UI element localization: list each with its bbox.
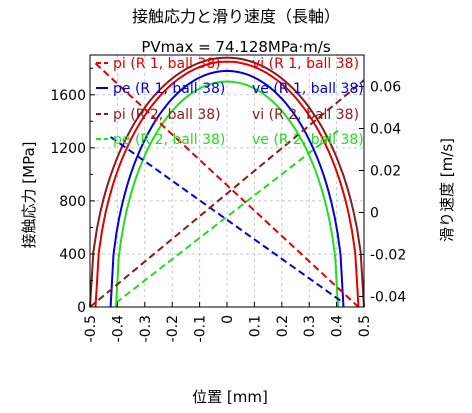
- chart-subtitle: PVmax = 74.128MPa·m/s: [141, 38, 331, 56]
- ticks: -0.5 -0.4 -0.3 -0.2 -0.1 0 0.1 0.2 0.3 0.4 0.5 0 400…: [50, 67, 406, 342]
- legend-label-2: pe (R 1, ball 38): [113, 81, 225, 97]
- x-tick-label-8: 0.3: [302, 315, 318, 337]
- x-tick-label-1: -0.4: [110, 315, 126, 342]
- y-right-tick-label-2: 0: [370, 206, 379, 222]
- x-tick-label-4: -0.1: [193, 315, 209, 342]
- y-left-tick-label-2: 800: [59, 194, 86, 210]
- series-line-3: [115, 80, 339, 308]
- legend-label-4: pi (R 2, ball 38): [113, 107, 221, 123]
- x-tick-label-2: -0.3: [138, 315, 154, 342]
- y-left-tick-label-4: 1600: [50, 88, 86, 104]
- y-right-tick-label-4: 0.04: [370, 122, 401, 138]
- series-line-7: [115, 129, 339, 304]
- y-right-tick-label-3: 0.02: [370, 164, 401, 180]
- series-line-2: [89, 56, 365, 308]
- y-left-tick-label-0: 0: [77, 300, 86, 316]
- legend: pi (R 1, ball 38) vi (R 1, ball 38) pe (R …: [96, 56, 364, 148]
- x-tick-label-5: 0: [220, 315, 236, 324]
- y-right-tick-label-0: -0.04: [370, 290, 406, 306]
- x-tick-label-10: 0.5: [357, 315, 373, 337]
- series-line-1: [109, 69, 345, 308]
- y-right-axis-label: 滑り速度 [m/s]: [438, 138, 456, 242]
- x-axis-label: 位置 [mm]: [192, 388, 268, 406]
- y-right-tick-label-1: -0.02: [370, 248, 406, 264]
- legend-label-7: ve (R 2, ball 38): [252, 132, 364, 148]
- series-layer: [89, 56, 365, 308]
- legend-label-6: pe (R 2, ball 38): [113, 132, 225, 148]
- y-left-tick-label-1: 400: [59, 247, 86, 263]
- x-tick-label-7: 0.2: [275, 315, 291, 337]
- x-tick-label-9: 0.4: [330, 315, 346, 337]
- y-left-tick-label-3: 1200: [50, 141, 86, 157]
- legend-label-0: pi (R 1, ball 38): [113, 56, 221, 72]
- legend-label-1: vi (R 1, ball 38): [252, 56, 359, 72]
- x-tick-label-0: -0.5: [83, 315, 99, 342]
- legend-label-3: ve (R 1, ball 38): [252, 81, 364, 97]
- x-tick-label-3: -0.2: [165, 315, 181, 342]
- series-line-6: [89, 79, 365, 308]
- series-line-0: [94, 60, 360, 308]
- series-line-4: [94, 62, 360, 308]
- y-right-tick-label-5: 0.06: [370, 80, 401, 96]
- x-tick-label-6: 0.1: [247, 315, 263, 337]
- y-left-axis-label: 接触応力 [MPa]: [20, 142, 38, 249]
- series-line-5: [110, 136, 345, 304]
- chart-title: 接触応力と滑り速度（長軸）: [132, 7, 340, 26]
- legend-label-5: vi (R 2, ball 38): [252, 107, 359, 123]
